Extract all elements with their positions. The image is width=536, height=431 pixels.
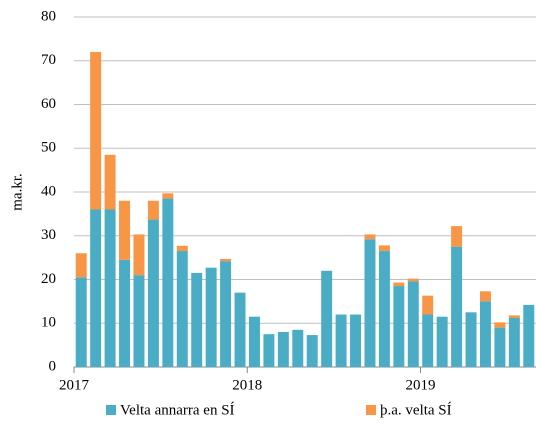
legend-label: þ.a. velta SÍ bbox=[380, 401, 452, 418]
bar-segment bbox=[191, 272, 203, 367]
bar-segment bbox=[494, 327, 506, 367]
y-tick-label: 50 bbox=[41, 140, 56, 156]
y-tick-label: 0 bbox=[49, 358, 57, 374]
bar-segment bbox=[205, 267, 217, 367]
bar-segment bbox=[436, 316, 448, 367]
bar-segment bbox=[133, 234, 145, 276]
bar-segment bbox=[378, 251, 390, 367]
bar-segment bbox=[350, 314, 362, 367]
y-tick-label: 80 bbox=[41, 8, 56, 24]
bar-segment bbox=[364, 234, 376, 240]
bar-segment bbox=[277, 332, 289, 367]
bar-segment bbox=[248, 316, 260, 367]
bar-segment bbox=[422, 295, 434, 315]
x-tick-label: 2019 bbox=[406, 377, 436, 393]
y-axis-label: ma.kr. bbox=[9, 173, 25, 211]
bar-segment bbox=[147, 200, 159, 220]
legend-label: Velta annarra en SÍ bbox=[120, 401, 235, 418]
bar-segment bbox=[75, 253, 87, 278]
x-tick-label: 2017 bbox=[59, 377, 90, 393]
bar-segment bbox=[508, 315, 520, 318]
bar-segment bbox=[176, 245, 188, 252]
y-tick-label: 20 bbox=[41, 271, 56, 287]
bar-segment bbox=[263, 334, 275, 367]
bar-segment bbox=[479, 301, 491, 367]
bar-segment bbox=[147, 219, 159, 367]
bar-segment bbox=[321, 270, 333, 367]
bar-segment bbox=[393, 286, 405, 367]
bar-segment bbox=[176, 251, 188, 367]
bar-segment bbox=[104, 154, 116, 210]
bar-segment bbox=[335, 314, 347, 367]
bar-segment bbox=[104, 209, 116, 367]
bar-segment bbox=[234, 292, 246, 367]
bar-segment bbox=[133, 275, 145, 367]
bar-segment bbox=[119, 200, 131, 260]
bar-segment bbox=[119, 259, 131, 367]
bar-segment bbox=[451, 226, 463, 247]
bar-segment bbox=[407, 278, 419, 282]
bar-segment bbox=[378, 245, 390, 252]
bar-segment bbox=[220, 258, 232, 262]
bar-segment bbox=[523, 304, 535, 367]
bar-segment bbox=[306, 335, 318, 367]
bar-segment bbox=[220, 261, 232, 367]
y-tick-label: 30 bbox=[41, 227, 56, 243]
y-tick-label: 40 bbox=[41, 183, 56, 199]
legend-swatch bbox=[106, 405, 116, 415]
bar-segment bbox=[422, 314, 434, 367]
bar-segment bbox=[90, 52, 102, 210]
bar-segment bbox=[75, 277, 87, 367]
y-tick-label: 60 bbox=[41, 96, 56, 112]
bar-segment bbox=[451, 246, 463, 367]
bar-segment bbox=[465, 312, 477, 367]
y-tick-label: 70 bbox=[41, 52, 56, 68]
bar-segment bbox=[364, 239, 376, 367]
bar-segment bbox=[162, 198, 174, 367]
x-tick-label: 2018 bbox=[232, 377, 262, 393]
y-tick-label: 10 bbox=[41, 315, 56, 331]
bar-segment bbox=[479, 291, 491, 302]
bar-segment bbox=[508, 318, 520, 367]
bar-segment bbox=[162, 193, 174, 199]
bar-segment bbox=[292, 329, 304, 367]
bar-segment bbox=[393, 282, 405, 287]
bar-segment bbox=[90, 209, 102, 367]
legend-swatch bbox=[366, 405, 376, 415]
bar-segment bbox=[494, 322, 506, 328]
bar-segment bbox=[407, 281, 419, 367]
